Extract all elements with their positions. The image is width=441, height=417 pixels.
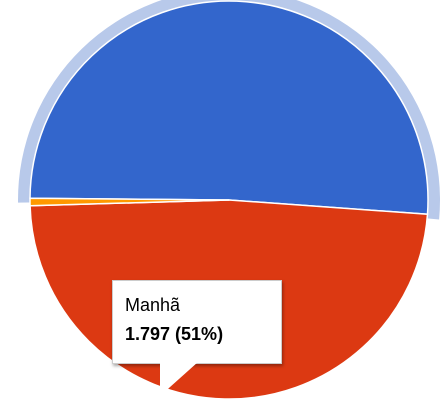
tooltip-value: 1.797 (51%) — [125, 324, 224, 344]
tooltip: Manhã 1.797 (51%) — [112, 280, 282, 364]
pie-slice-1[interactable] — [29, 0, 429, 216]
tooltip-pointer — [160, 362, 198, 396]
pie-slice-3[interactable] — [29, 197, 230, 207]
tooltip-title: Manhã — [125, 295, 181, 315]
